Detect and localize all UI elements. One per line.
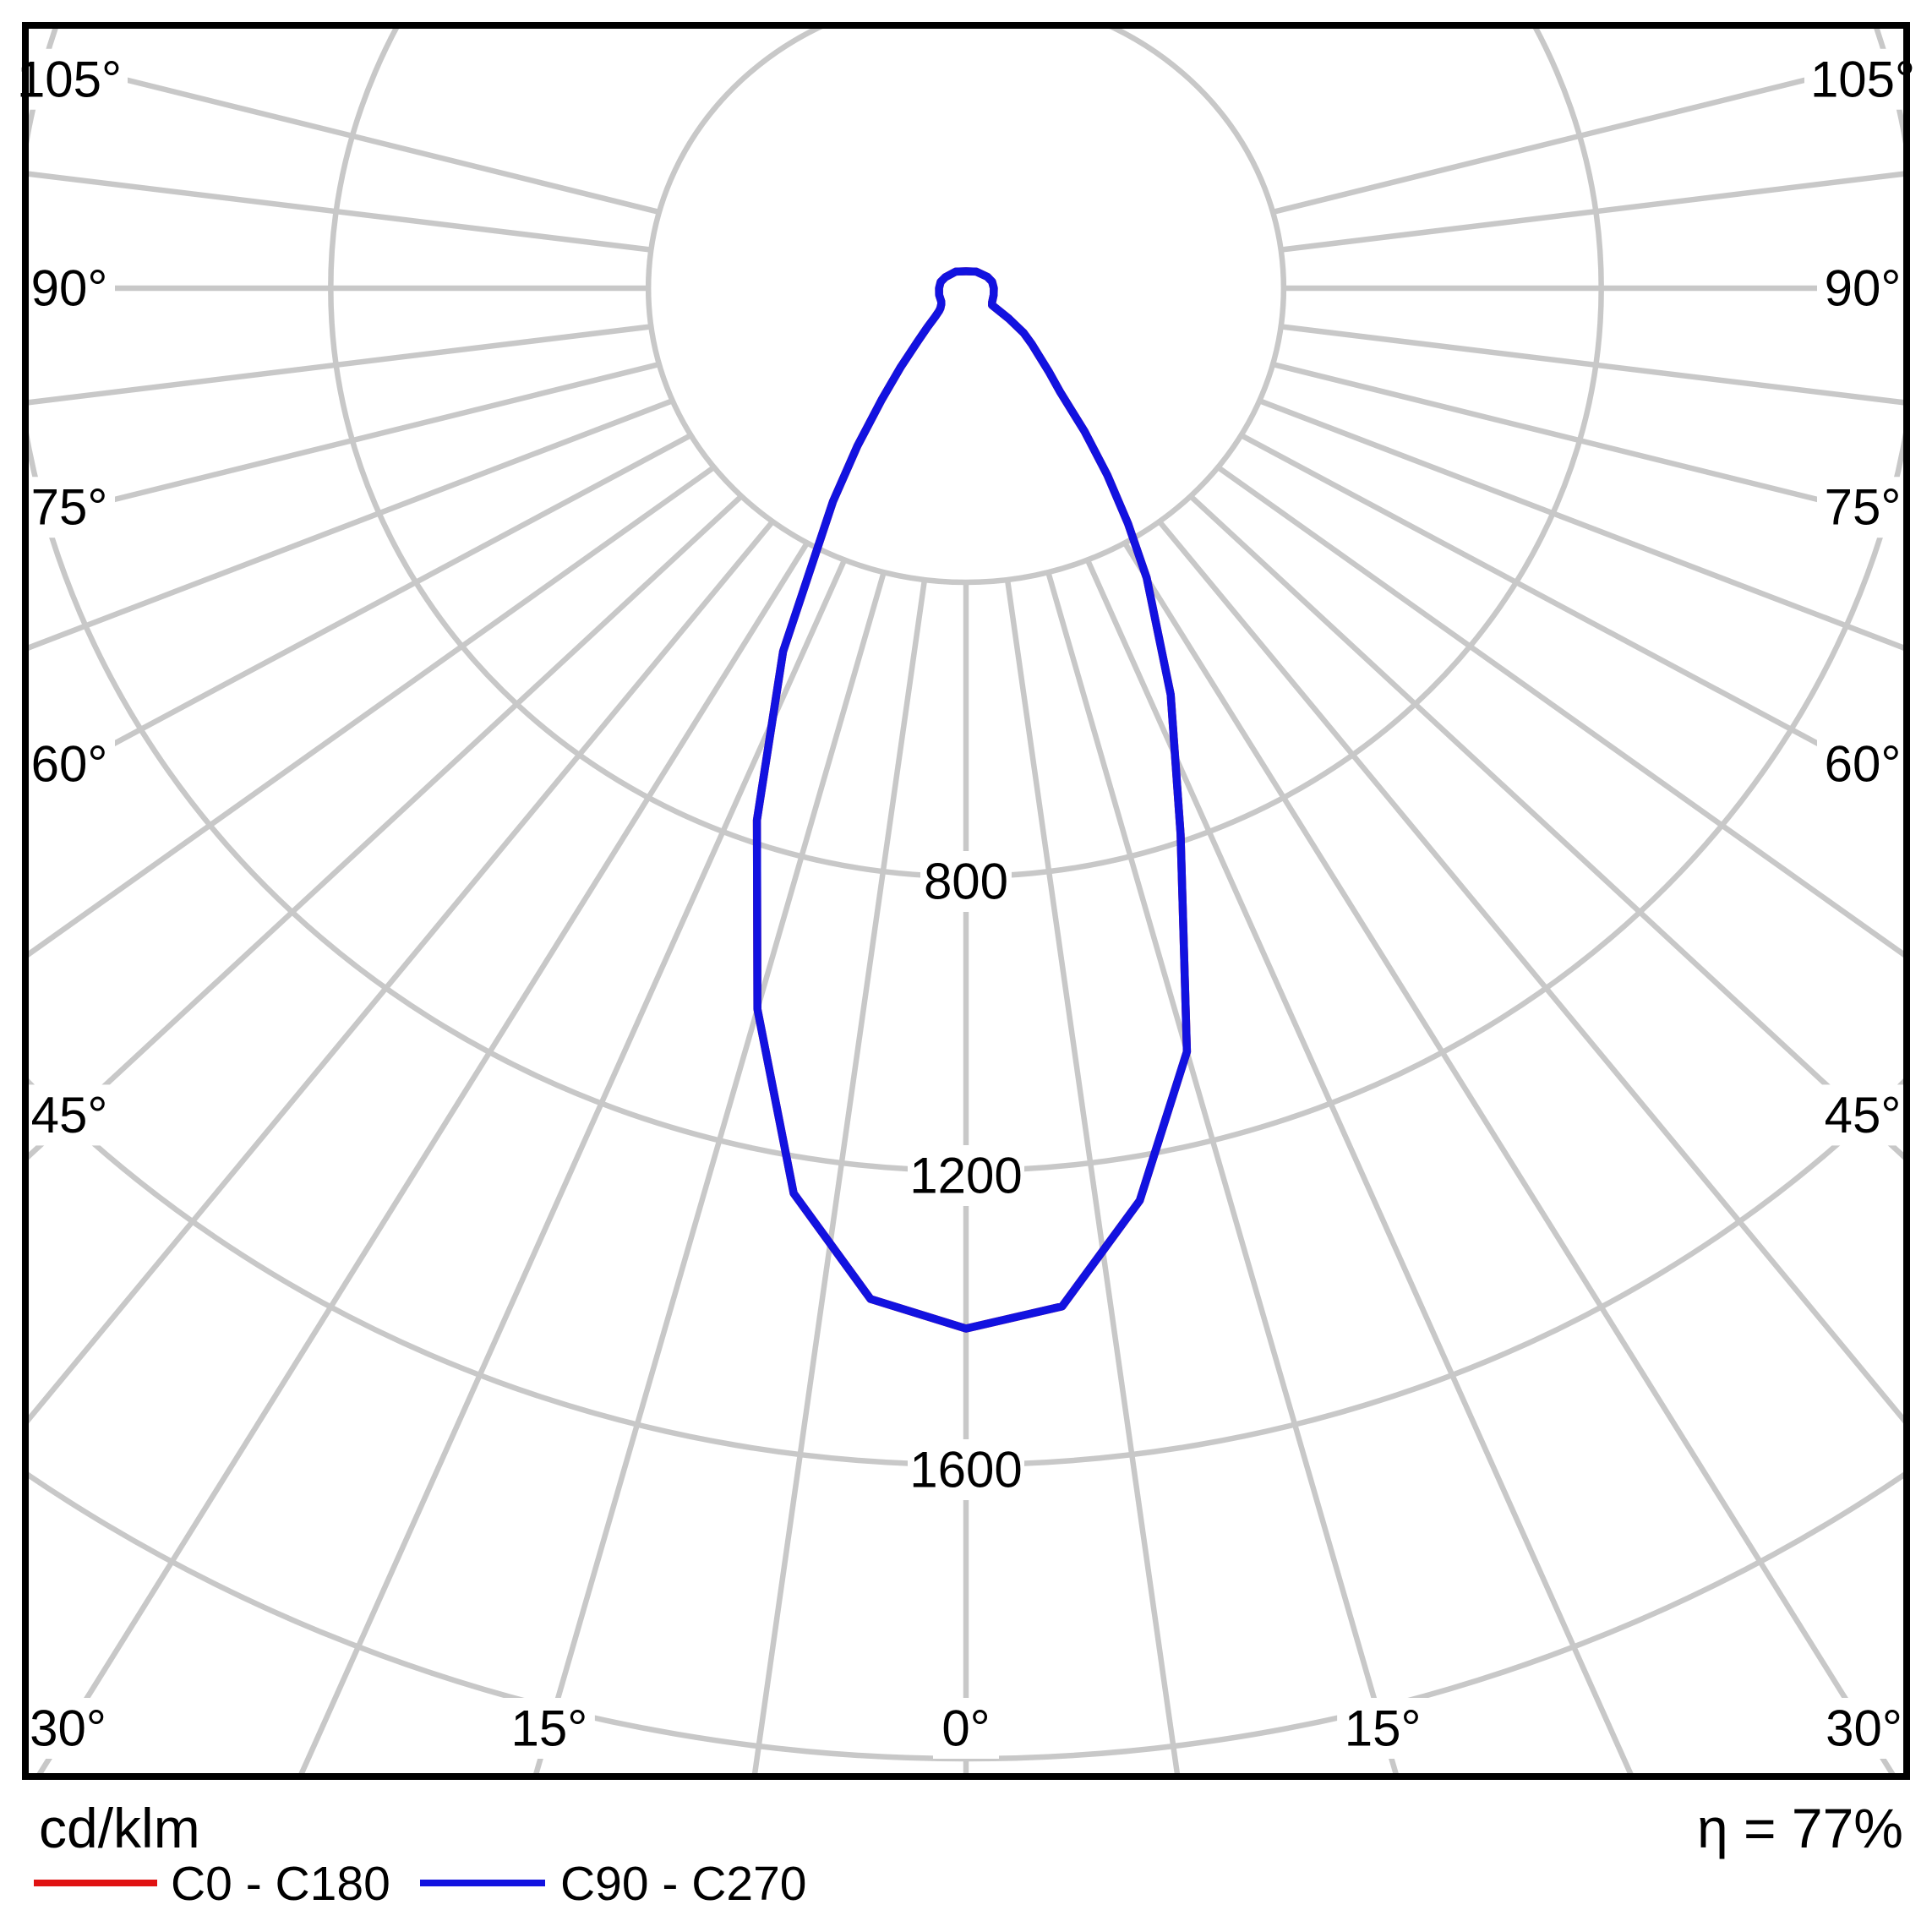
angle-label-45-left: 45° [31, 1087, 108, 1143]
angle-label-90-right: 90° [1825, 260, 1902, 317]
grid-ray [1272, 361, 1907, 525]
angle-label-15-left-bg [503, 1698, 595, 1759]
angle-label-45-right-bg [1817, 1084, 1908, 1146]
ring-label-1600: 1600 [909, 1442, 1022, 1498]
grid-ray [297, 559, 848, 1776]
grid-ray [25, 433, 693, 794]
angle-label-30-left: 30° [30, 1700, 106, 1757]
angle-label-0-right-bg [933, 1698, 999, 1759]
ring-label-1200-bg [908, 1145, 1024, 1206]
angle-label-15-right-bg [1337, 1698, 1429, 1759]
angle-label-45-left-bg [24, 1084, 115, 1146]
grid-ray [1239, 433, 1907, 794]
grid-ray [1258, 398, 1907, 652]
angle-label-60-right: 60° [1825, 736, 1902, 793]
angle-label-30-left-bg [22, 1698, 114, 1759]
grid-ray [25, 52, 660, 216]
grid-ray [1004, 579, 1181, 1776]
legend-swatch-c90-c270 [420, 1880, 545, 1886]
angle-label-105-right: 105° [1810, 51, 1915, 107]
grid-ray [1216, 465, 1907, 960]
ring-label-800: 800 [924, 854, 1008, 910]
angle-label-0-right: 0° [941, 1700, 990, 1757]
angle-label-60-left-bg [24, 734, 115, 795]
angle-label-60-left: 60° [31, 736, 108, 793]
legend-swatch-c0-c180 [34, 1880, 157, 1886]
angle-label-90-right-bg [1817, 258, 1908, 319]
plot-border [22, 22, 1910, 1780]
angle-label-75-left-bg [24, 477, 115, 538]
grid-ray [751, 579, 928, 1776]
unit-label: cd/klm [39, 1797, 200, 1859]
legend-label-c90-c270: C90 - C270 [560, 1857, 807, 1911]
angle-label-105-left-bg [11, 48, 128, 110]
grid-ray [25, 361, 660, 525]
grid-ray [532, 571, 887, 1776]
angle-label-75-left: 75° [31, 479, 108, 536]
angle-label-105-right-bg [1804, 48, 1921, 110]
grid-ray [25, 324, 652, 406]
grid-ray [1272, 52, 1907, 216]
angle-label-15-left: 15° [511, 1700, 588, 1757]
angle-label-15-right: 15° [1345, 1700, 1422, 1757]
grid-ring [646, 25, 1286, 586]
grid-ray [1157, 520, 1907, 1428]
grid-ray [1045, 571, 1400, 1776]
grid-ray [25, 465, 716, 960]
angle-label-105-left: 105° [17, 51, 122, 107]
angle-label-75-right-bg [1817, 477, 1908, 538]
ring-label-800-bg [920, 851, 1012, 912]
angle-label-90-left-bg [24, 258, 115, 319]
angle-label-30-right: 30° [1826, 1700, 1902, 1757]
efficiency-label: η = 77% [1696, 1797, 1903, 1859]
angle-label-30-right-bg [1818, 1698, 1910, 1759]
grid-ray [35, 541, 810, 1776]
curve-c90-c270 [752, 267, 1192, 1333]
grid-ray [1280, 324, 1907, 406]
angle-label-45-right: 45° [1825, 1087, 1902, 1143]
ring-label-1200: 1200 [909, 1148, 1022, 1204]
grid-ray [1084, 559, 1635, 1776]
grid-ray [25, 171, 652, 253]
angle-label-75-right: 75° [1825, 479, 1902, 536]
grid-ray [1122, 541, 1897, 1776]
ring-label-1600-bg [908, 1439, 1024, 1500]
angle-label-90-left: 90° [31, 260, 108, 317]
legend-label-c0-c180: C0 - C180 [171, 1857, 390, 1911]
grid-ray [25, 398, 674, 652]
angle-label-60-right-bg [1817, 734, 1908, 795]
grid-ray [1280, 171, 1907, 253]
grid-ray [25, 520, 775, 1428]
